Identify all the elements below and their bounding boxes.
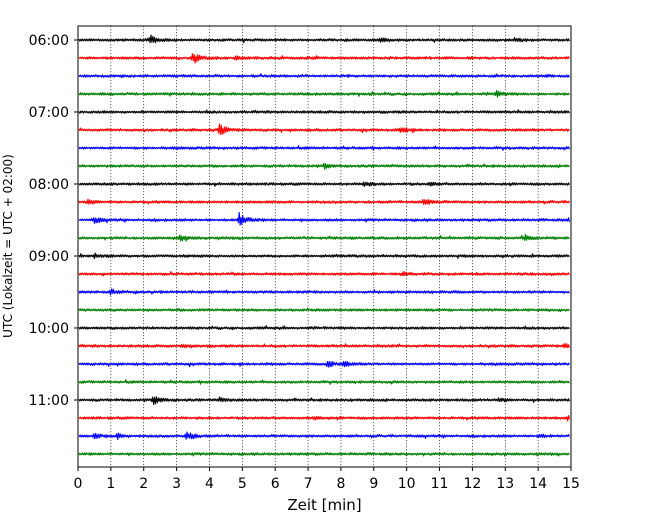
x-tick-label: 15: [562, 476, 580, 492]
trace-line: [78, 431, 571, 441]
x-tick-label: 13: [496, 476, 514, 492]
x-tick-label: 8: [336, 476, 345, 492]
y-tick-label: 08:00: [29, 177, 69, 193]
x-tick-label: 0: [74, 476, 83, 492]
x-tick-label: 12: [463, 476, 481, 492]
trace-line: [78, 415, 571, 422]
trace-line: [78, 451, 570, 457]
trace-line: [78, 252, 570, 260]
trace-line: [78, 162, 570, 170]
trace-line: [78, 325, 570, 331]
x-tick-label: 2: [139, 476, 148, 492]
y-tick-label: 09:00: [29, 249, 69, 265]
trace-line: [78, 360, 570, 368]
trace-line: [78, 198, 570, 205]
trace-line: [78, 34, 571, 44]
trace-line: [78, 109, 570, 115]
y-tick-label: 11:00: [29, 393, 69, 409]
trace-line: [78, 396, 571, 406]
y-tick-label: 07:00: [29, 105, 69, 121]
x-tick-label: 14: [529, 476, 547, 492]
y-axis-label: UTC (Lokalzeit = UTC + 02:00): [1, 154, 15, 338]
trace-line: [78, 342, 571, 349]
trace-line: [78, 271, 571, 277]
trace-line: [78, 181, 570, 188]
x-tick-label: 7: [304, 476, 313, 492]
y-tick-label: 10:00: [29, 321, 69, 337]
x-tick-label: 1: [106, 476, 115, 492]
x-tick-label: 11: [431, 476, 449, 492]
x-tick-label: 9: [369, 476, 378, 492]
x-tick-label: 6: [271, 476, 280, 492]
x-tick-label: 4: [205, 476, 214, 492]
x-tick-label: 3: [172, 476, 181, 492]
trace-line: [78, 307, 570, 313]
trace-line: [78, 145, 571, 151]
trace-line: [78, 234, 570, 242]
y-tick-label: 06:00: [29, 33, 69, 49]
trace-line: [78, 53, 570, 64]
x-tick-label: 5: [238, 476, 247, 492]
trace-line: [78, 123, 570, 136]
x-axis-ticks: 0 1 2 3 4 5 6 7 8 9 10 11 12 13 14 15: [74, 467, 580, 492]
trace-line: [78, 89, 570, 98]
trace-line: [78, 211, 571, 226]
trace-line: [78, 288, 570, 296]
y-axis-ticks: 06:00 07:00 08:00 09:00 10:00 11:00: [29, 33, 78, 409]
plot-frame: [77, 25, 572, 468]
x-tick-label: 10: [398, 476, 416, 492]
x-axis-label: Zeit [min]: [287, 496, 361, 514]
seismogram-traces: [78, 34, 571, 457]
trace-line: [78, 73, 570, 79]
trace-line: [78, 379, 570, 385]
